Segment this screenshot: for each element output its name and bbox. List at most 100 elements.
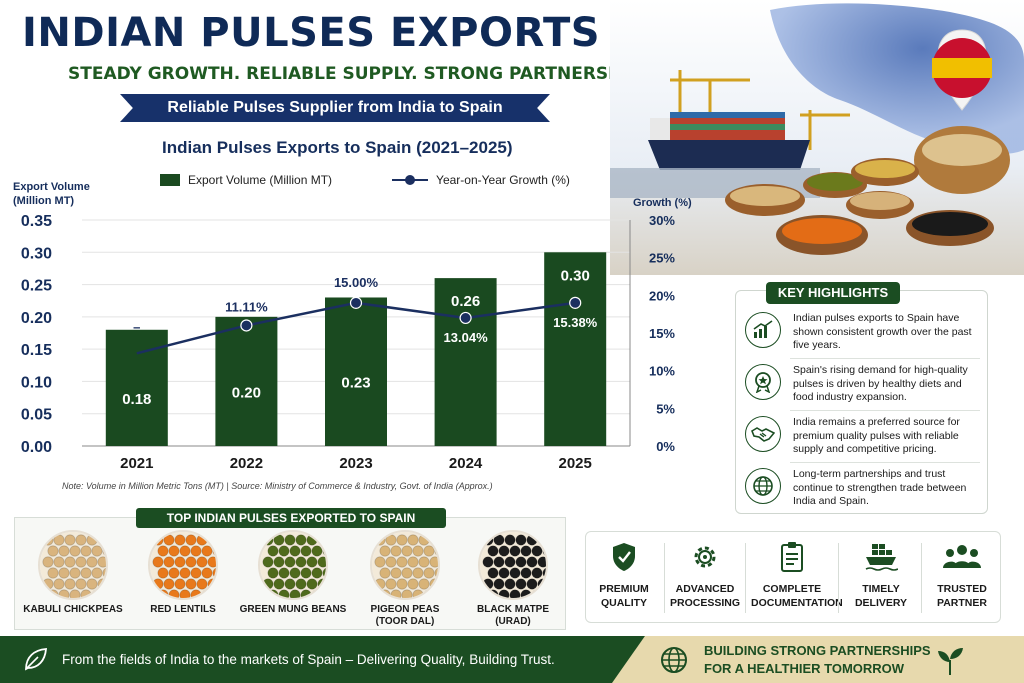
y-tick-left: 0.00	[21, 439, 52, 456]
footer-globe-icon	[659, 645, 689, 680]
pulses-title: TOP INDIAN PULSES EXPORTED TO SPAIN	[136, 508, 446, 528]
feature-timely-delivery: TIMELY DELIVERY	[840, 540, 922, 610]
pulse-image	[148, 530, 218, 600]
y-axis-left-label-line2: (Million MT)	[13, 195, 75, 207]
highlight-item: Indian pulses exports to Spain have show…	[745, 312, 985, 353]
y-tick-right: 5%	[656, 401, 675, 416]
feature-trusted-partner: TRUSTED PARTNER	[921, 540, 1003, 610]
ribbon-banner: Reliable Pulses Supplier from India to S…	[120, 94, 550, 122]
bar-value-label: 0.23	[341, 375, 370, 392]
growth-value-label: 15.00%	[334, 275, 379, 290]
legend-bar-label: Export Volume (Million MT)	[188, 173, 333, 187]
feature-advanced-processing: ADVANCED PROCESSING	[664, 540, 746, 610]
shield-check-icon	[583, 540, 665, 574]
feature-divider	[664, 543, 665, 613]
x-tick-label: 2022	[230, 455, 263, 472]
pulse-label: GREEN MUNG BEANS	[239, 604, 347, 615]
bar	[215, 316, 278, 446]
sprout-icon	[934, 646, 966, 681]
ship-icon	[840, 540, 922, 574]
pulse-item: PIGEON PEAS (TOOR DAL)	[350, 530, 460, 628]
y-tick-right: 20%	[649, 288, 675, 303]
bar	[434, 278, 497, 446]
pulse-label: RED LENTILS	[150, 604, 216, 615]
highlight-item: India remains a preferred source for pre…	[745, 416, 985, 457]
feature-premium-quality: PREMIUM QUALITY	[583, 540, 665, 610]
pulse-image	[258, 530, 328, 600]
highlight-text: Spain's rising demand for high-quality p…	[793, 364, 968, 403]
growth-point	[349, 296, 363, 309]
cargo-ship	[648, 112, 810, 170]
pulse-bowls	[725, 126, 1010, 255]
highlight-item: Long-term partnerships and trust continu…	[745, 468, 985, 509]
pulse-image	[38, 530, 108, 600]
y-tick-right: 0%	[656, 439, 675, 454]
people-icon	[921, 540, 1003, 574]
legend-bar-swatch	[160, 174, 180, 186]
feature-label: TIMELY DELIVERY	[854, 583, 908, 609]
bar-value-label: 0.26	[451, 293, 480, 310]
highlights-title: KEY HIGHLIGHTS	[766, 282, 900, 304]
y-tick-right: 25%	[649, 251, 675, 266]
feature-divider	[838, 543, 839, 613]
highlight-divider	[790, 410, 980, 411]
x-tick-label: 2023	[339, 455, 372, 472]
pulse-image	[370, 530, 440, 600]
page-subtitle: STEADY GROWTH. RELIABLE SUPPLY. STRONG P…	[68, 64, 645, 84]
highlight-text: Long-term partnerships and trust continu…	[793, 468, 967, 507]
y-tick-right: 30%	[649, 213, 675, 228]
y-tick-left: 0.30	[21, 245, 52, 262]
growth-chart-icon	[745, 312, 781, 348]
footer-text: From the fields of India to the markets …	[62, 652, 555, 667]
x-tick-label: 2024	[449, 455, 483, 472]
growth-value-label: 13.04%	[444, 330, 489, 345]
highlight-text: India remains a preferred source for pre…	[793, 416, 960, 455]
feature-label: PREMIUM QUALITY	[599, 583, 649, 609]
pulse-label: PIGEON PEAS (TOOR DAL)	[370, 604, 440, 627]
highlight-item: Spain's rising demand for high-quality p…	[745, 364, 985, 405]
legend-line-label: Year-on-Year Growth (%)	[436, 173, 570, 187]
chart-legend: Export Volume (Million MT) Year-on-Year …	[160, 173, 570, 187]
bar-value-label: 0.20	[232, 384, 261, 401]
y-tick-right: 15%	[649, 326, 675, 341]
gear-cog-icon	[664, 540, 746, 574]
growth-value-label: 11.11%	[225, 299, 268, 314]
pulse-item: KABULI CHICKPEAS	[18, 530, 128, 616]
feature-label: ADVANCED PROCESSING	[669, 583, 740, 609]
feature-label: COMPLETE DOCUMENTATION	[751, 583, 843, 609]
quality-badge-icon	[745, 364, 781, 400]
highlight-text: Indian pulses exports to Spain have show…	[793, 312, 972, 351]
pulse-label: KABULI CHICKPEAS	[23, 604, 123, 615]
highlight-divider	[790, 462, 980, 463]
growth-point	[459, 311, 472, 325]
y-axis-left-label: Export Volume (Million MT)	[13, 180, 90, 208]
bar-value-label: 0.18	[122, 391, 151, 408]
y-axis-right-label: Growth (%)	[633, 197, 692, 209]
clipboard-icon	[751, 540, 833, 574]
hero-scene	[610, 0, 1024, 275]
feature-divider	[921, 543, 922, 613]
footer-cta-text: BUILDING STRONG PARTNERSHIPS FOR A HEALT…	[704, 643, 931, 676]
y-tick-left: 0.35	[21, 213, 52, 230]
y-tick-left: 0.25	[21, 278, 52, 295]
y-tick-right: 10%	[649, 364, 675, 379]
y-axis-left-label-line1: Export Volume	[13, 181, 90, 193]
pulse-item: BLACK MATPE (URAD)	[458, 530, 568, 628]
handshake-icon	[745, 416, 781, 452]
feature-divider	[745, 543, 746, 613]
y-tick-left: 0.20	[21, 310, 52, 327]
pulse-item: GREEN MUNG BEANS	[238, 530, 348, 616]
bar	[544, 252, 607, 446]
leaf-icon	[22, 647, 48, 676]
feature-complete-documentation: COMPLETE DOCUMENTATION	[751, 540, 843, 610]
location-pin	[932, 29, 992, 111]
bar	[325, 297, 387, 446]
legend-line-swatch	[392, 174, 429, 186]
x-tick-label: 2025	[559, 455, 592, 472]
growth-point	[240, 319, 253, 332]
y-tick-left: 0.05	[21, 407, 52, 424]
chart-title: Indian Pulses Exports to Spain (2021–202…	[162, 138, 513, 157]
export-chart: 0.00 0.05 0.10 0.15 0.20 0.25 0.30 0.35 0% 5% 10% 1…	[21, 213, 676, 472]
growth-value-label: –	[133, 319, 140, 334]
pulse-item: RED LENTILS	[128, 530, 238, 616]
